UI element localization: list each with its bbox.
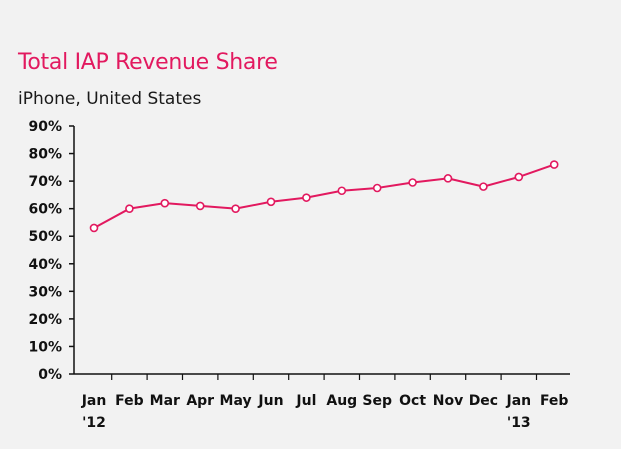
series-revenue-share (89, 160, 559, 233)
series-line (93, 163, 555, 229)
data-point (125, 204, 134, 213)
chart-title: Total IAP Revenue Share (18, 50, 278, 75)
x-tick-label: Aug (326, 393, 357, 409)
y-tick-label: 30% (28, 284, 62, 300)
data-point (372, 183, 382, 193)
data-point (443, 174, 453, 183)
data-point (408, 178, 417, 187)
x-tick-label: Jun (257, 393, 283, 409)
x-tick-label: Feb (115, 393, 144, 409)
x-tick-label: Dec (469, 393, 498, 409)
y-tick-label: 0% (38, 367, 62, 383)
data-point (549, 160, 559, 169)
x-tick-label: Jul (295, 393, 316, 409)
data-point (195, 201, 205, 211)
data-point (231, 204, 240, 213)
x-tick-sublabel: '13 (507, 415, 531, 431)
x-tick-label: Jan (81, 393, 107, 409)
data-point (89, 223, 99, 233)
data-point (337, 186, 347, 196)
data-point (479, 182, 488, 191)
x-tick-label: Jan (505, 393, 531, 409)
y-tick-label: 50% (28, 229, 62, 245)
data-point (266, 197, 276, 207)
y-tick-label: 10% (28, 339, 62, 355)
y-tick-label: 70% (28, 174, 62, 190)
x-tick-label: Feb (540, 393, 569, 409)
data-point (160, 198, 170, 208)
y-tick-label: 60% (28, 202, 62, 218)
y-tick-label: 20% (28, 312, 62, 328)
y-tick-label: 90% (28, 119, 62, 135)
chart-subtitle: iPhone, United States (18, 89, 202, 109)
data-point (302, 193, 311, 202)
x-tick-sublabel: '12 (82, 415, 106, 431)
x-tick-label: Mar (150, 393, 180, 409)
x-tick-label: Sep (362, 393, 392, 409)
x-axis: Jan '12 Feb Mar Apr May Jun Jul Aug Sep Oct Nov Dec J… (74, 373, 570, 431)
y-tick-label: 40% (28, 257, 62, 273)
data-point (514, 172, 524, 182)
x-tick-label: Apr (186, 393, 214, 409)
y-axis: 0% 10% 20% 30% 40% 50% 60% 70% 80% 90% (28, 119, 75, 383)
x-tick-label: May (220, 393, 252, 409)
x-tick-label: Nov (433, 393, 463, 409)
y-tick-label: 80% (28, 147, 62, 163)
x-tick-label: Oct (399, 393, 426, 409)
